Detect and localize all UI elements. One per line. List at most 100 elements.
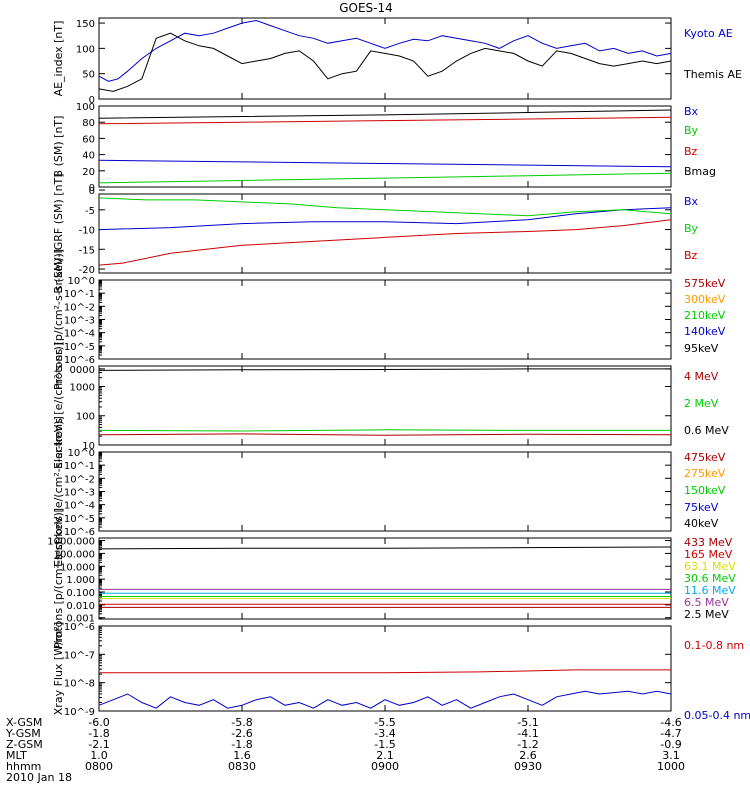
series-line-bx — [98, 207, 672, 231]
x-axis-value: -4.1 — [517, 727, 538, 740]
y-tick-label: 20 — [82, 167, 95, 178]
plot-title: GOES-14 — [339, 1, 393, 15]
y-tick-label: 10.000 — [60, 562, 95, 573]
y-tick-label: 50 — [82, 70, 95, 81]
series-line-bmag — [98, 109, 672, 119]
legend-entry: Bz — [684, 249, 698, 262]
legend-entry: 30.6 MeV — [684, 572, 736, 585]
x-axis-value: -6.0 — [88, 716, 109, 729]
y-tick-label: 0000 — [70, 365, 95, 376]
y-axis-label: AE_index [nT] — [52, 21, 65, 97]
y-tick-label: -5 — [85, 206, 95, 217]
panel-4: 10^0 10^-1 10^-2 10^-3 10^-4 10^-5 10^-6Proton… — [52, 249, 726, 390]
y-tick-label: 80 — [82, 118, 95, 129]
x-axis-value: -4.6 — [660, 716, 681, 729]
legend-entry: By — [684, 222, 699, 235]
series-line-2-mev — [98, 429, 671, 432]
x-axis-value: 2.1 — [376, 749, 394, 762]
y-tick-label: 0 — [89, 183, 95, 194]
legend-entry: 95keV — [684, 342, 719, 355]
x-axis-value: -1.8 — [231, 738, 252, 751]
legend-entry: Bx — [684, 195, 699, 208]
x-axis-row-label: Y-GSM — [5, 727, 41, 740]
y-tick-label: 0.100 — [66, 588, 95, 599]
y-tick-label: 10^-5 — [64, 514, 95, 525]
legend-entry: 210keV — [684, 309, 726, 322]
legend-entry: 0.1-0.8 nm — [684, 639, 744, 652]
legend-entry: 165 MeV — [684, 548, 733, 561]
legend-entry: 2 MeV — [684, 397, 719, 410]
y-tick-label: 10^-1 — [64, 289, 95, 300]
x-axis-value: 0830 — [228, 760, 256, 773]
y-tick-label: 100 — [76, 412, 95, 423]
x-axis-row-label: 2010 Jan 18 — [6, 771, 72, 784]
panel-3: -20 -15 -10 -5 0 B (SM)-IGRF (SM) [nT] Bx By Bz — [52, 173, 699, 293]
y-tick-label: -10 — [79, 226, 95, 237]
y-tick-label: 10^-6 — [64, 527, 95, 538]
y-tick-label: 10^-6 — [64, 622, 95, 633]
y-tick-label: 10^-7 — [64, 650, 95, 661]
series-line-by — [98, 197, 672, 217]
y-tick-label: 10^-8 — [64, 679, 95, 690]
x-axis-value: -2.1 — [88, 738, 109, 751]
legend-entry: 11.6 MeV — [684, 584, 736, 597]
y-tick-label: 150 — [76, 19, 95, 30]
legend-entry: 0.05-0.4 nm — [684, 709, 750, 722]
y-tick-label: 100 — [76, 44, 95, 55]
y-axis-label: B (SM) [nT] — [52, 116, 65, 178]
y-tick-label: 10 — [82, 441, 95, 452]
legend-entry: 150keV — [684, 484, 726, 497]
y-tick-label: 60 — [82, 134, 95, 145]
y-tick-label: 0.001 — [66, 614, 95, 625]
x-axis-value: 2.6 — [519, 749, 537, 762]
y-tick-label: 10^-3 — [64, 316, 95, 327]
x-axis-value: -5.1 — [517, 716, 538, 729]
x-axis-value: 0930 — [514, 760, 542, 773]
panel-1: 0 50 100 150 AE_index [nT] Kyoto AE Themis AE — [52, 17, 742, 106]
legend-entry: 0.6 MeV — [684, 424, 729, 437]
y-tick-label: 0.010 — [66, 601, 95, 612]
y-axis-label: Electrons [e/(cm²-s-sr)] — [52, 342, 65, 469]
y-tick-label: 10^-3 — [64, 488, 95, 499]
y-tick-label: 10^-4 — [64, 501, 95, 512]
y-axis-label: Protons [p/(cm²-s-sr-keV)] — [52, 508, 65, 649]
x-axis-value: -0.9 — [660, 738, 681, 751]
legend-entry: Bz — [684, 145, 698, 158]
series-line-0-05-0-4-nm — [98, 690, 672, 709]
series-line-bz — [98, 116, 672, 125]
panel-7: 0.001 0.010 0.100 1.000 10.000 100.0001000.00… — [47, 508, 736, 649]
x-axis-row-label: hhmm — [6, 760, 41, 773]
x-axis-value: -5.5 — [374, 716, 395, 729]
x-axis-value: 1.0 — [90, 749, 108, 762]
x-axis-value: -1.8 — [88, 727, 109, 740]
y-tick-label: 1000.000 — [47, 537, 95, 548]
legend-entry: Themis AE — [683, 68, 742, 81]
y-tick-label: 10^-6 — [64, 355, 95, 366]
series-line-0-6-mev — [98, 368, 671, 371]
y-tick-label: 0 — [89, 186, 95, 197]
legend-entry: 300keV — [684, 293, 726, 306]
series-line-2-5-mev — [98, 546, 672, 550]
y-axis-label: B (SM)-IGRF (SM) [nT] — [52, 173, 65, 293]
y-tick-label: 1000 — [70, 382, 95, 393]
y-tick-label: 100.000 — [54, 549, 95, 560]
panel-5: 10 100 1000 0000 Electrons [e/(cm²-s-sr)] 4 M… — [52, 342, 729, 469]
y-axis-label: Electrons [e/(cm²-s-sr-keV)] — [52, 416, 65, 567]
series-line-0-1-0-8-nm — [99, 669, 671, 674]
legend-entry: 475keV — [684, 451, 726, 464]
panel-frame — [98, 279, 672, 360]
x-axis-value: 3.1 — [662, 749, 680, 762]
series-line-bz — [98, 219, 672, 266]
panel-6: 10^0 10^-1 10^-2 10^-3 10^-4 10^-5 10^-6Electr… — [52, 416, 726, 567]
x-axis-value: 1000 — [657, 760, 685, 773]
series-line-by — [98, 172, 672, 184]
x-axis-row-label: MLT — [6, 749, 27, 762]
legend-entry: Bmag — [684, 165, 716, 178]
legend-entry: 575keV — [684, 277, 726, 290]
x-axis-value: -4.7 — [660, 727, 681, 740]
x-axis-row-label: X-GSM — [6, 716, 42, 729]
legend-entry: By — [684, 124, 699, 137]
series-line-kyoto-ae — [98, 19, 672, 82]
legend-entry: 4 MeV — [684, 370, 719, 383]
